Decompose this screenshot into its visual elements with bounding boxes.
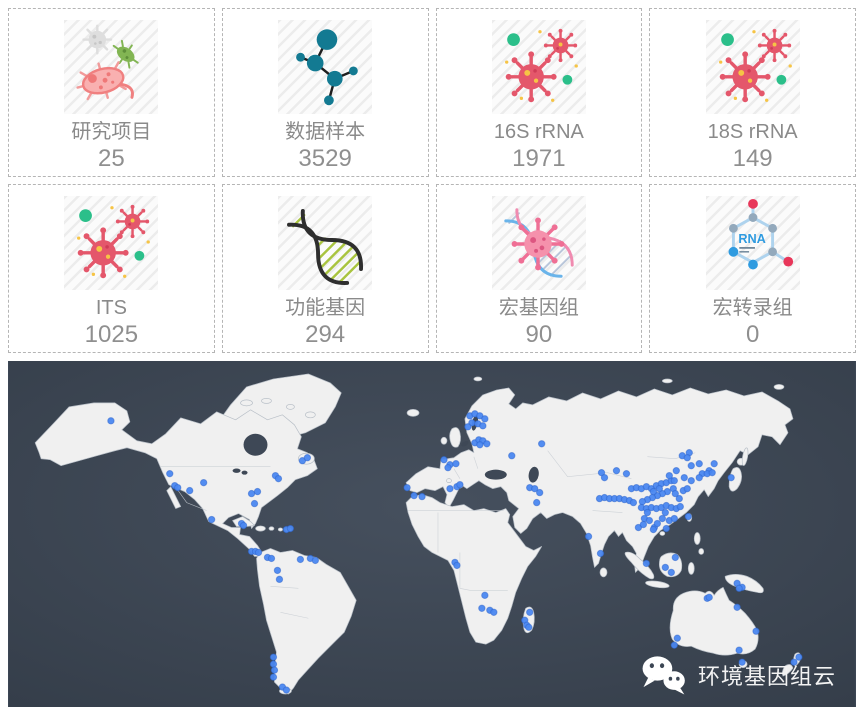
virus-icon (705, 20, 800, 114)
stat-label: 宏基因组 (498, 297, 579, 319)
watermark: 环境基因组云 (637, 653, 836, 697)
stat-label: 宏转录组 (712, 297, 793, 319)
virus-icon (64, 196, 159, 290)
svg-text:RNA: RNA (738, 231, 766, 246)
country-borders (160, 450, 696, 619)
network-icon (278, 20, 373, 114)
stat-value: 1025 (84, 321, 139, 348)
stat-value: 90 (525, 321, 553, 348)
sample-markers (107, 410, 803, 694)
world-sample-map[interactable]: 环境基因组云 (8, 361, 856, 707)
stat-value: 294 (305, 321, 346, 348)
stat-value: 3529 (298, 145, 352, 172)
stat-label: 功能基因 (285, 297, 366, 319)
stat-label: 研究项目 (71, 121, 152, 143)
stat-card-metagenome[interactable]: 宏基因组 90 (435, 184, 643, 353)
watermark-text: 环境基因组云 (697, 664, 836, 689)
microbes-icon (64, 20, 159, 114)
stat-card-functional-genes[interactable]: 功能基因 294 (221, 184, 429, 353)
stat-value: 1971 (512, 145, 566, 172)
stat-value: 149 (732, 145, 773, 172)
stats-card-grid: 研究项目 25 数据样本 (8, 8, 856, 353)
stat-value: 25 (98, 145, 125, 172)
stat-label: 16S rRNA (493, 121, 584, 143)
wechat-icon (642, 656, 685, 695)
stat-label: ITS (95, 297, 127, 319)
stat-label: 数据样本 (285, 121, 366, 143)
virus-dna-icon (491, 196, 586, 290)
rna-molecule-icon: RNA (705, 196, 800, 290)
stat-card-its[interactable]: ITS 1025 (8, 184, 215, 353)
virus-icon (491, 20, 586, 114)
stat-card-data-samples[interactable]: 数据样本 3529 (221, 8, 429, 177)
stat-card-research-projects[interactable]: 研究项目 25 (8, 8, 215, 177)
dna-icon (278, 196, 373, 290)
stat-label: 18S rRNA (707, 121, 798, 143)
stat-value: 0 (745, 321, 760, 348)
stat-card-16s-rrna[interactable]: 16S rRNA 1971 (435, 8, 643, 177)
stat-card-metatranscriptome[interactable]: RNA 宏转录组 0 (649, 184, 856, 353)
world-map-svg[interactable] (8, 361, 856, 707)
stat-card-18s-rrna[interactable]: 18S rRNA 149 (649, 8, 856, 177)
